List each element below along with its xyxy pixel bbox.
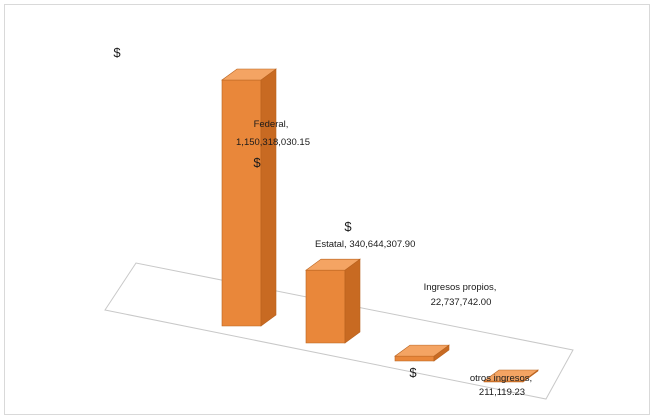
bar-federal bbox=[221, 68, 277, 327]
currency-symbol-stray: $ bbox=[113, 45, 121, 60]
bar-side-face bbox=[260, 68, 277, 327]
bars-layer bbox=[221, 68, 539, 383]
bar-top-face bbox=[394, 344, 450, 357]
data-label-2: Estatal, 340,644,307.90 bbox=[315, 239, 415, 250]
data-label-value-4: 211,119.23 bbox=[479, 387, 525, 398]
data-label-value-3: 22,737,742.00 bbox=[431, 297, 492, 308]
currency-symbol-3: $ bbox=[409, 365, 417, 380]
bar-ingresos-propios bbox=[394, 344, 450, 362]
bar-top-face bbox=[305, 258, 361, 271]
data-label-name-1: Federal, bbox=[254, 119, 289, 130]
data-labels-layer: Federal, 1,150,318,030.15 $ Estatal, 340,64… bbox=[113, 45, 532, 398]
bar-front-face bbox=[221, 79, 262, 327]
currency-symbol-2: $ bbox=[344, 219, 352, 234]
bar-front-face bbox=[394, 355, 435, 362]
bar-top-face bbox=[483, 369, 539, 382]
bar-side-face bbox=[344, 258, 361, 344]
currency-symbol-1: $ bbox=[253, 155, 261, 170]
bar-top-face bbox=[221, 68, 277, 81]
chart-floor-plane bbox=[104, 262, 574, 400]
bar-estatal bbox=[305, 258, 361, 344]
data-label-name-3: Ingresos propios, bbox=[424, 282, 497, 293]
data-label-value-1: 1,150,318,030.15 bbox=[236, 137, 310, 148]
bar-chart-3d: Federal, 1,150,318,030.15 $ Estatal, 340,64… bbox=[104, 45, 574, 400]
bar-otros-ingresos bbox=[483, 369, 539, 383]
bar-front-face bbox=[305, 269, 346, 344]
data-label-name-4: otros ingresos, bbox=[470, 373, 532, 384]
chart-frame: Federal, 1,150,318,030.15 $ Estatal, 340,64… bbox=[4, 4, 650, 415]
